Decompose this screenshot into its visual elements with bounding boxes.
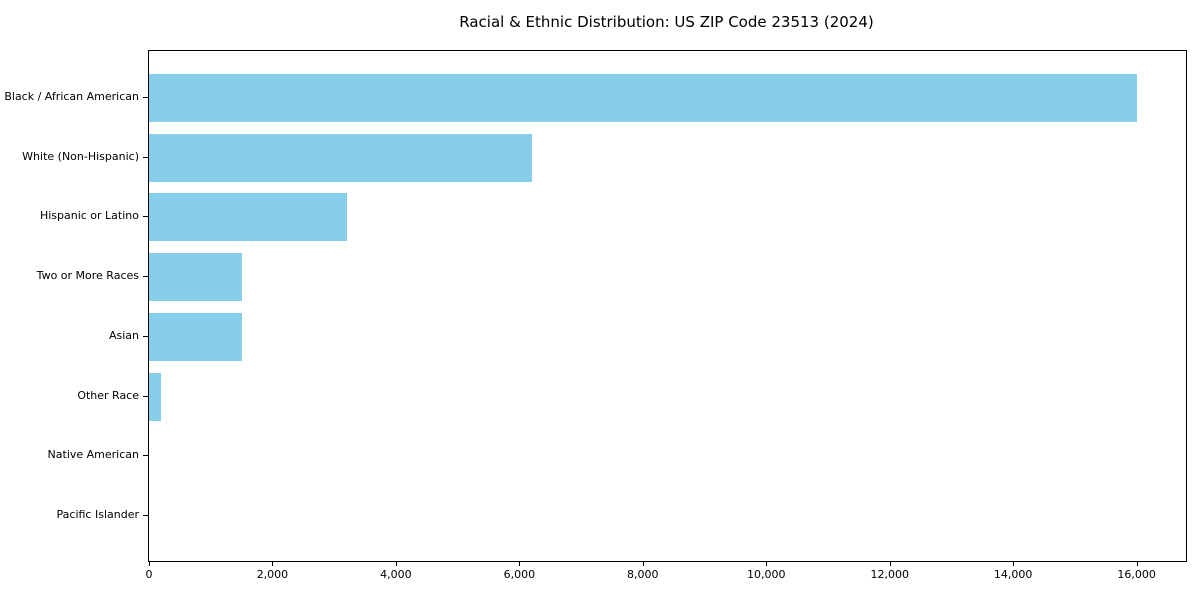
category-label: Hispanic or Latino	[39, 209, 139, 223]
x-tick-label: 4,000	[380, 568, 412, 581]
x-tick-mark	[272, 561, 274, 566]
category-label: Two or More Races	[36, 269, 139, 283]
y-tick-mark	[143, 455, 148, 457]
y-tick-mark	[143, 514, 148, 516]
category-label: White (Non-Hispanic)	[22, 149, 139, 163]
category-label: Black / African American	[4, 90, 139, 103]
x-tick-mark	[642, 561, 644, 566]
bar	[149, 372, 162, 421]
bar	[149, 133, 532, 182]
category-label: Native American	[47, 448, 139, 462]
x-tick-label: 8,000	[627, 568, 659, 581]
x-tick-label: 12,000	[870, 568, 909, 581]
x-tick-label: 10,000	[747, 568, 786, 581]
bar	[149, 74, 1137, 122]
x-tick-mark	[766, 561, 768, 566]
bar	[149, 253, 242, 302]
x-tick-mark	[1136, 561, 1138, 566]
x-tick-mark	[889, 561, 891, 566]
bar	[149, 312, 242, 361]
x-tick-label: 16,000	[1117, 568, 1156, 581]
x-tick-label: 0	[145, 568, 153, 581]
y-tick-mark	[143, 216, 148, 218]
category-label: Pacific Islander	[56, 507, 139, 521]
y-tick-mark	[143, 395, 148, 397]
plot-area	[148, 50, 1187, 562]
category-label: Asian	[108, 328, 139, 342]
y-tick-mark	[143, 97, 148, 98]
x-tick-label: 2,000	[256, 568, 289, 581]
y-tick-mark	[143, 335, 148, 337]
x-tick-mark	[149, 561, 150, 566]
x-tick-mark	[519, 561, 521, 566]
y-tick-mark	[143, 156, 148, 158]
x-tick-label: 14,000	[993, 568, 1033, 581]
x-tick-mark	[395, 561, 397, 566]
chart-title: Racial & Ethnic Distribution: US ZIP Cod…	[459, 13, 874, 31]
x-tick-mark	[1013, 561, 1015, 566]
x-tick-label: 6,000	[503, 568, 536, 581]
y-tick-mark	[143, 276, 148, 278]
bar	[149, 193, 347, 242]
category-label: Other Race	[77, 388, 139, 402]
